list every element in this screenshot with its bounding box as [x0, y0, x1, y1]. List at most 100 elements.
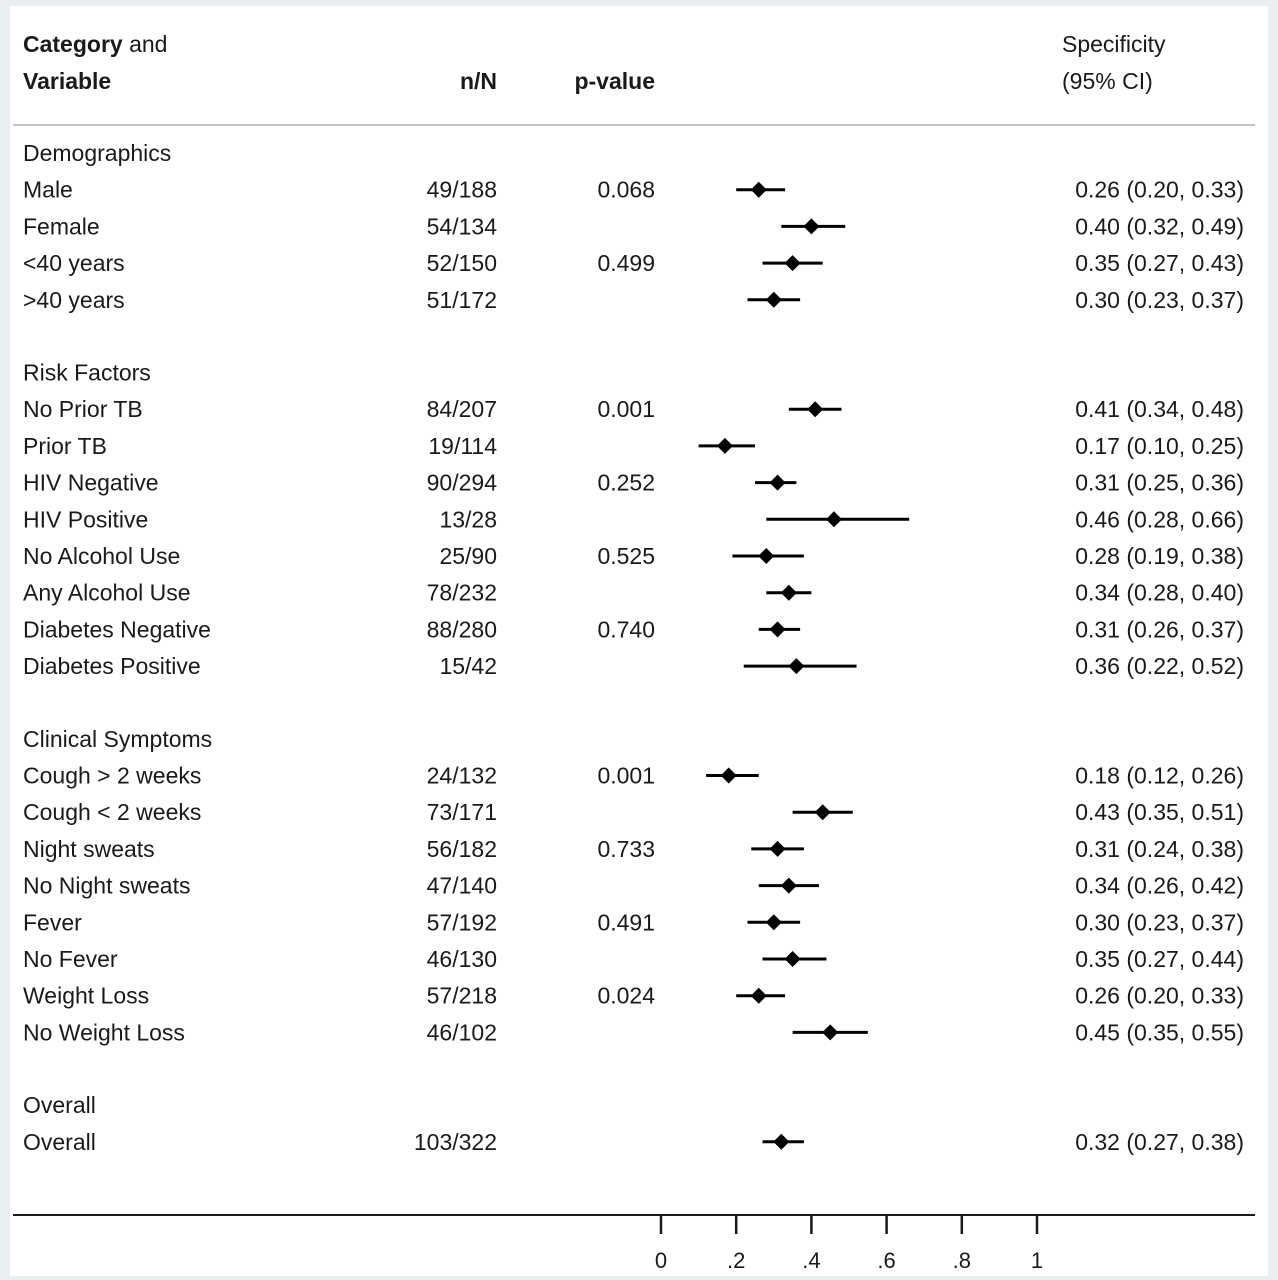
row-label: HIV Negative [23, 470, 159, 496]
row-ci-text: 0.31 (0.24, 0.38) [1075, 836, 1244, 862]
row-ci-text: 0.17 (0.10, 0.25) [1075, 433, 1244, 459]
row-label: Night sweats [23, 836, 155, 862]
point-estimate [803, 218, 820, 235]
header-variable: Variable [23, 68, 111, 94]
row-label: No Night sweats [23, 873, 190, 899]
row-n-over-n: 15/42 [439, 653, 497, 679]
row-n-over-n: 46/102 [427, 1019, 497, 1045]
table-row: HIV Negative 90/294 0.252 0.31 (0.25, 0.36) [23, 470, 1244, 496]
row-label: <40 years [23, 250, 125, 276]
row-ci-text: 0.26 (0.20, 0.33) [1075, 177, 1244, 203]
table-row: No Weight Loss 46/102 0.45 (0.35, 0.55) [23, 1019, 1244, 1045]
table-row: Prior TB 19/114 0.17 (0.10, 0.25) [23, 433, 1244, 459]
header-category-bold: Category [23, 31, 123, 57]
table-row: No Alcohol Use 25/90 0.525 0.28 (0.19, 0.38… [23, 543, 1244, 569]
row-ci-text: 0.35 (0.27, 0.43) [1075, 250, 1244, 276]
row-label: Diabetes Negative [23, 616, 211, 642]
header-specificity: Specificity [1062, 31, 1166, 57]
table-row: HIV Positive 13/28 0.46 (0.28, 0.66) [23, 506, 1244, 532]
point-estimate [780, 584, 797, 601]
point-estimate [807, 401, 824, 418]
row-n-over-n: 19/114 [428, 433, 497, 459]
point-estimate [784, 951, 801, 967]
row-n-over-n: 24/132 [427, 763, 497, 789]
row-label: Any Alcohol Use [23, 580, 190, 606]
row-ci-text: 0.31 (0.26, 0.37) [1075, 616, 1244, 642]
table-row: >40 years 51/172 0.30 (0.23, 0.37) [23, 287, 1244, 313]
row-n-over-n: 54/134 [427, 213, 498, 239]
point-estimate [750, 987, 767, 1004]
row-p-value: 0.001 [597, 763, 655, 789]
row-label: Male [23, 177, 73, 203]
row-n-over-n: 88/280 [427, 616, 497, 642]
point-estimate [814, 804, 831, 821]
point-estimate [769, 474, 786, 491]
row-label: Fever [23, 909, 82, 935]
row-n-over-n: 78/232 [427, 580, 497, 606]
row-n-over-n: 46/130 [427, 946, 497, 972]
point-estimate [769, 840, 786, 857]
point-estimate [750, 181, 767, 198]
row-ci-text: 0.30 (0.23, 0.37) [1075, 909, 1244, 935]
x-tick-label: .6 [877, 1248, 895, 1273]
row-ci-text: 0.36 (0.22, 0.52) [1075, 653, 1244, 679]
row-ci-text: 0.34 (0.28, 0.40) [1075, 580, 1244, 606]
point-estimate [769, 621, 786, 638]
forest-plot-svg: Category and Variable n/N p-value Specif… [13, 31, 1255, 1273]
row-ci-text: 0.30 (0.23, 0.37) [1075, 287, 1244, 313]
table-header: Category and Variable n/N p-value Specif… [23, 31, 1166, 94]
row-p-value: 0.525 [597, 543, 655, 569]
row-label: Female [23, 213, 100, 239]
point-estimate [758, 548, 775, 564]
forest-plot: Category and Variable n/N p-value Specif… [10, 6, 1268, 1276]
group-label: Demographics [23, 140, 171, 166]
table-row: Overall 103/322 0.32 (0.27, 0.38) [23, 1129, 1244, 1155]
table-row: No Fever 46/130 0.35 (0.27, 0.44) [23, 946, 1244, 972]
row-ci-text: 0.35 (0.27, 0.44) [1075, 946, 1244, 972]
group-label: Risk Factors [23, 360, 151, 386]
row-n-over-n: 47/140 [427, 873, 497, 899]
row-label: Weight Loss [23, 983, 149, 1009]
point-estimate [765, 291, 782, 308]
header-p-value: p-value [574, 68, 655, 94]
point-estimate [788, 658, 805, 675]
row-n-over-n: 51/172 [427, 287, 497, 313]
group-label: Overall [23, 1092, 96, 1118]
row-p-value: 0.068 [597, 177, 655, 203]
group-label: Clinical Symptoms [23, 726, 212, 752]
table-row: Weight Loss 57/218 0.024 0.26 (0.20, 0.33) [23, 983, 1244, 1009]
row-label: Overall [23, 1129, 96, 1155]
row-label: No Alcohol Use [23, 543, 180, 569]
row-label: Cough > 2 weeks [23, 763, 201, 789]
table-row: Diabetes Negative 88/280 0.740 0.31 (0.26, … [23, 616, 1244, 642]
table-row: Night sweats 56/182 0.733 0.31 (0.24, 0.38) [23, 836, 1244, 862]
row-label: Cough < 2 weeks [23, 799, 201, 825]
point-estimate [720, 767, 737, 784]
row-label: Diabetes Positive [23, 653, 201, 679]
point-estimate [825, 511, 842, 528]
table-row: Female 54/134 0.40 (0.32, 0.49) [23, 213, 1244, 239]
row-ci-text: 0.40 (0.32, 0.49) [1075, 213, 1244, 239]
x-tick-label: 0 [655, 1248, 667, 1273]
table-row: Male 49/188 0.068 0.26 (0.20, 0.33) [23, 177, 1244, 203]
point-estimate [822, 1024, 839, 1041]
row-n-over-n: 103/322 [414, 1129, 497, 1155]
row-label: No Fever [23, 946, 118, 972]
row-n-over-n: 57/218 [427, 983, 497, 1009]
row-ci-text: 0.28 (0.19, 0.38) [1075, 543, 1244, 569]
row-label: HIV Positive [23, 506, 148, 532]
row-n-over-n: 57/192 [427, 909, 497, 935]
header-category-rest: and [123, 31, 168, 57]
row-p-value: 0.733 [597, 836, 655, 862]
row-n-over-n: 56/182 [427, 836, 497, 862]
row-ci-text: 0.41 (0.34, 0.48) [1075, 396, 1244, 422]
x-tick-label: 1 [1031, 1248, 1043, 1273]
row-p-value: 0.740 [597, 616, 655, 642]
x-axis: 0 .2 .4 .6 .8 1 [655, 1215, 1043, 1273]
table-row: <40 years 52/150 0.499 0.35 (0.27, 0.43) [23, 250, 1244, 276]
row-label: No Weight Loss [23, 1019, 185, 1045]
x-tick-label: .2 [727, 1248, 745, 1273]
row-ci-text: 0.18 (0.12, 0.26) [1075, 763, 1244, 789]
header-n-over-n: n/N [460, 68, 497, 94]
table-row: No Night sweats 47/140 0.34 (0.26, 0.42) [23, 873, 1244, 899]
